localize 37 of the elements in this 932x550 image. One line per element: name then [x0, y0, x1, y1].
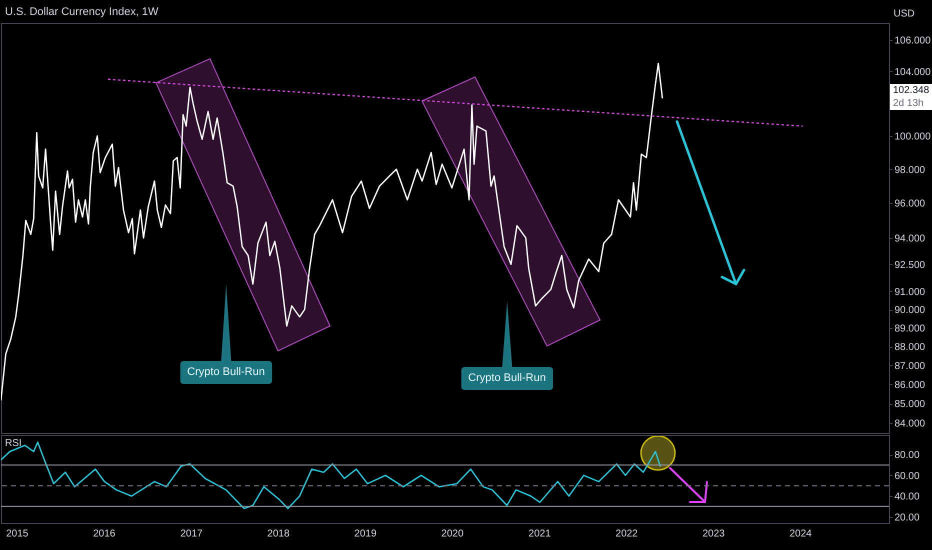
y-tick-label: 104.000	[894, 66, 932, 78]
y-tick-label: 40.00	[894, 492, 920, 503]
x-tick-label: 2015	[6, 528, 29, 540]
y-tick-label: 90.000	[894, 305, 926, 316]
y-tick-label: 80.00	[894, 450, 920, 462]
y-tick-label: 87.000	[894, 360, 926, 372]
x-tick-label: 2023	[702, 528, 726, 540]
x-tick-label: 2018	[267, 528, 290, 540]
x-tick-label: 2017	[180, 528, 204, 540]
y-tick-label: 100.000	[894, 131, 932, 142]
y-tick-label: 86.000	[894, 380, 926, 391]
annotation: Crypto Bull-Run	[467, 371, 547, 386]
y-tick-label: 85.000	[894, 399, 926, 410]
annotation: Crypto Bull-Run	[186, 365, 266, 380]
y-tick-label: 88.000	[894, 342, 926, 354]
x-tick-label: 2022	[616, 528, 638, 540]
chart-title: U.S. Dollar Currency Index, 1W	[5, 6, 160, 18]
y-axis-title: USD	[894, 8, 915, 20]
y-tick-label: 89.000	[894, 323, 926, 334]
y-tick-label: 84.000	[894, 418, 926, 430]
y-tick-label: 92.500	[894, 260, 926, 271]
y-tick-label: 20.00	[894, 512, 920, 524]
x-tick-label: 2024	[789, 528, 812, 540]
line-series	[1, 62, 664, 400]
x-tick-label: 2020	[441, 528, 464, 540]
x-tick-label: 2021	[528, 528, 552, 540]
x-tick-label: 2019	[354, 528, 377, 540]
text: 102.348	[890, 84, 932, 97]
y-tick-label: 60.00	[894, 470, 920, 482]
y-tick-label: 98.000	[894, 164, 926, 176]
chart-title: RSI	[5, 438, 22, 449]
x-tick-label: 2016	[93, 528, 116, 540]
text: 2d 13h	[890, 97, 932, 110]
y-tick-label: 91.000	[894, 286, 926, 298]
y-tick-label: 106.000	[894, 36, 932, 47]
y-tick-label: 94.000	[894, 233, 926, 244]
y-tick-label: 96.000	[894, 198, 926, 210]
